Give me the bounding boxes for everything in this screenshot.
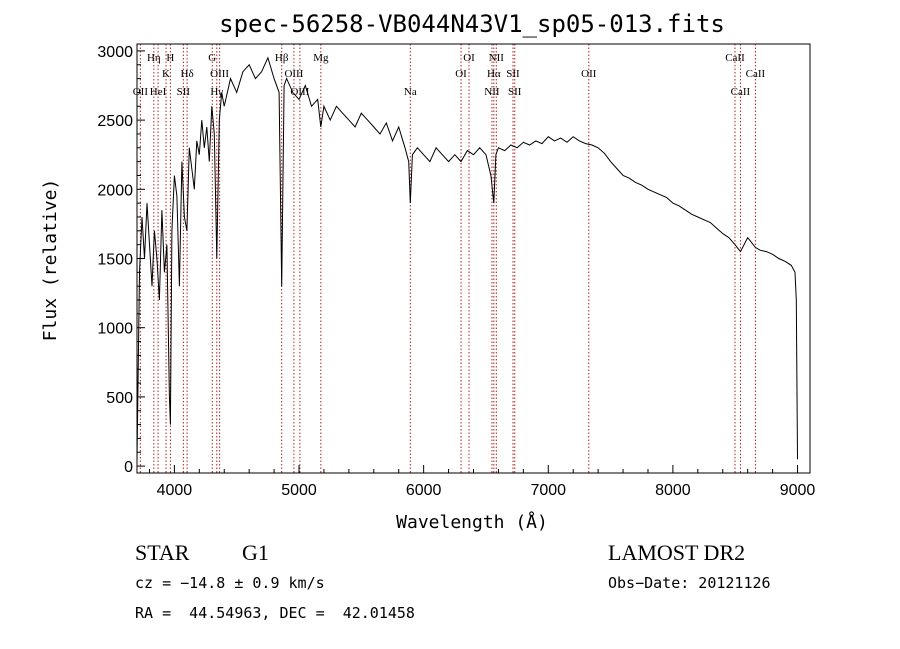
- plot-frame: [136, 43, 811, 474]
- line-label-21: SII: [508, 86, 522, 98]
- line-label-10: Hβ: [275, 52, 289, 64]
- y-tick-label-2500: 2500: [97, 113, 133, 130]
- x-tick-label-5000: 5000: [281, 482, 317, 499]
- x-tick-label-9000: 9000: [780, 482, 816, 499]
- object-subclass: G1: [242, 540, 269, 565]
- y-tick-label-3000: 3000: [97, 44, 133, 61]
- x-tick-label-4000: 4000: [157, 482, 193, 499]
- line-label-24: CaII: [731, 86, 751, 98]
- line-label-2: HeI: [150, 86, 167, 98]
- chart-title: spec-56258-VB044N43V1_sp05-013.fits: [219, 10, 725, 38]
- line-label-17: NII: [484, 86, 500, 98]
- line-label-18: Hα: [487, 68, 501, 80]
- line-label-4: H: [166, 52, 174, 64]
- observation-date: Obs−Date: 20121126: [608, 574, 771, 592]
- x-axis-label: Wavelength (Å): [396, 511, 548, 533]
- y-tick-label-1000: 1000: [97, 321, 133, 338]
- line-label-23: CaII: [725, 52, 745, 64]
- line-label-1: Hη: [147, 52, 161, 64]
- x-tick-label-7000: 7000: [530, 482, 566, 499]
- spectrum-series-line: [136, 56, 798, 460]
- line-label-20: SII: [506, 68, 520, 80]
- line-label-6: Hδ: [181, 68, 194, 80]
- x-axis: 4000 5000 6000 7000 8000 9000: [148, 465, 816, 499]
- line-label-19: NII: [489, 52, 505, 64]
- y-tick-label-500: 500: [106, 390, 133, 407]
- line-label-8: Hγ: [210, 86, 223, 98]
- line-label-14: Na: [404, 86, 417, 98]
- survey-name: LAMOST DR2: [608, 540, 746, 565]
- line-label-16: OI: [463, 52, 475, 64]
- y-tick-label-1500: 1500: [97, 252, 133, 269]
- y-axis-label: Flux (relative): [40, 179, 61, 342]
- line-label-15: OI: [455, 68, 467, 80]
- line-label-22: OII: [581, 68, 597, 80]
- line-label-25: CaII: [746, 68, 766, 80]
- sky-coordinates: RA = 44.54963, DEC = 42.01458: [135, 604, 415, 622]
- y-tick-label-0: 0: [124, 459, 133, 476]
- line-label-5: SII: [177, 86, 191, 98]
- x-tick-label-8000: 8000: [655, 482, 691, 499]
- spectral-line-markers: [139, 44, 756, 473]
- object-class: STAR: [135, 540, 190, 565]
- line-label-13: Mg: [313, 52, 329, 64]
- y-tick-label-2000: 2000: [97, 182, 133, 199]
- line-label-9: OIII: [210, 68, 229, 80]
- line-label-11: OIII: [284, 68, 303, 80]
- line-label-3: K: [162, 68, 170, 80]
- y-axis: 0 500 1000 1500 2000 2500 3000: [97, 44, 145, 476]
- redshift-readout: cz = −14.8 ± 0.9 km/s: [135, 574, 325, 592]
- line-label-7: G: [208, 52, 216, 64]
- x-tick-label-6000: 6000: [406, 482, 442, 499]
